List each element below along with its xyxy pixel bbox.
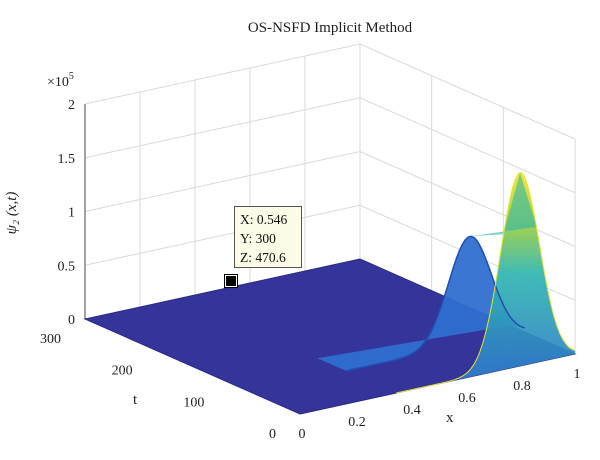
x-tick-label: 0.2 [348, 415, 366, 430]
z-multiplier-base: ×10 [47, 75, 69, 90]
peak-edge [396, 172, 576, 394]
chart-title: OS-NSFD Implicit Method [248, 20, 413, 36]
x-tick-label: 0.4 [403, 403, 421, 418]
z-multiplier: ×105 [47, 71, 74, 90]
z-multiplier-exp: 5 [69, 71, 74, 82]
datatip-z: Z: 470.6 [240, 250, 286, 265]
y-axis-label: t [133, 392, 138, 408]
t-tick-label: 300 [40, 332, 61, 347]
surface-ridge [469, 172, 537, 237]
surface [83, 172, 577, 415]
z-tick-label: 0.5 [58, 259, 76, 274]
x-tick-label: 1 [574, 367, 581, 382]
t-tick-label: 0 [269, 427, 276, 442]
z-tick-label: 0 [68, 313, 75, 328]
x-tick-label: 0.6 [458, 391, 476, 406]
tick-labels: 0 0.2 0.4 0.6 0.8 1 0 100 200 300 0 0.5 1 1.5 2 [40, 98, 581, 442]
z-axis-label: ψ₂ (x,t) [4, 192, 20, 235]
surface-floor [83, 258, 577, 415]
datatip-y: Y: 300 [240, 231, 276, 246]
datatip-marker[interactable] [225, 275, 237, 287]
surface-back [317, 236, 525, 371]
x-tick-label: 0.8 [513, 379, 531, 394]
grid-line [84, 97, 576, 194]
t-tick-label: 200 [112, 364, 133, 379]
x-axis-label: x [446, 410, 454, 426]
z-tick-label: 1 [68, 206, 75, 221]
x-tick-label: 0 [299, 427, 306, 442]
datatip: X: 0.546 Y: 300 Z: 470.6 [234, 206, 302, 268]
z-tick-label: 1.5 [58, 152, 76, 167]
grid-line [84, 43, 576, 140]
surface-peak [382, 172, 575, 396]
t-tick-label: 100 [183, 395, 204, 410]
datatip-x: X: 0.546 [240, 212, 288, 227]
z-tick-label: 2 [68, 98, 75, 113]
